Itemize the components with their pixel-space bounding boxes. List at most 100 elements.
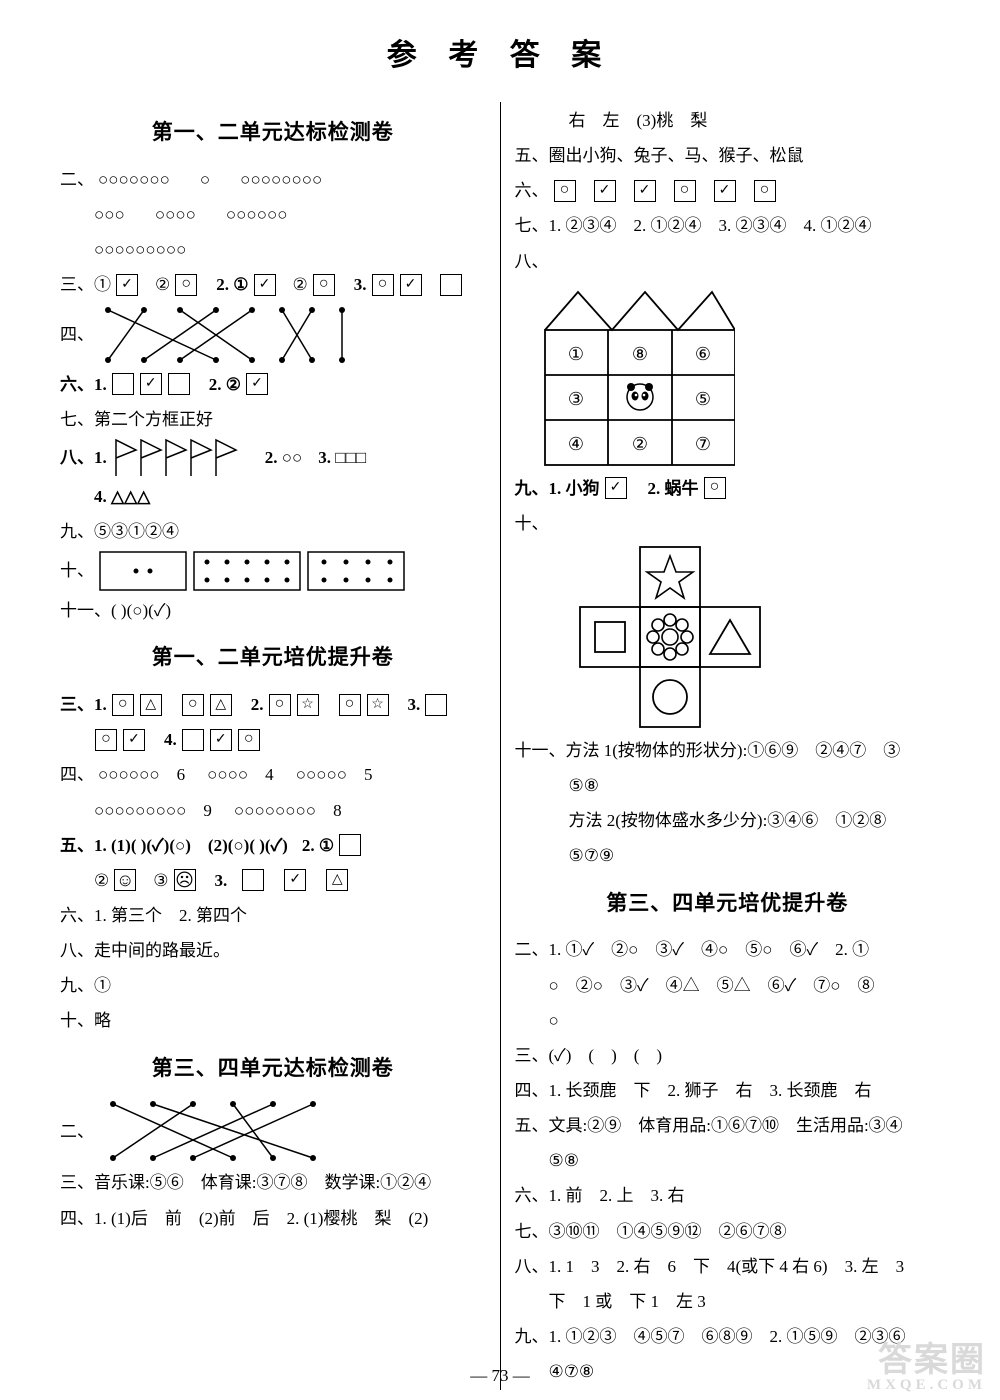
cell: ⑧ <box>631 344 647 364</box>
cell: ⑦ <box>694 434 710 454</box>
star-icon <box>647 556 693 598</box>
s4-q8-l2: 下 1 或 下 1 左 3 <box>515 1285 941 1318</box>
circles: ○○○○○○○ <box>98 163 170 196</box>
circles: ○ <box>200 163 210 196</box>
s2-q5-l1: 五、1. (1)( )(✓)(○) (2)(○)( )(✓) 2. ① <box>60 829 486 862</box>
r-q10-label: 十、 <box>515 507 941 540</box>
s3-q3: 三、音乐课:⑤⑥ 体育课:③⑦⑧ 数学课:①②④ <box>60 1166 486 1199</box>
section-1-title: 第一、二单元达标检测卷 <box>60 112 486 153</box>
circle-box-icon <box>674 180 696 202</box>
check-box-icon <box>714 180 736 202</box>
frown-box-icon <box>174 869 196 891</box>
r-q11-l1b: ⑤⑧ <box>515 769 941 802</box>
triangle-box-icon <box>210 694 232 716</box>
matching-diagram-3 <box>98 1098 328 1164</box>
s2-q8: 八、走中间的路最近。 <box>60 934 486 967</box>
s1-q2-line2: ○○○ ○○○○ ○○○○○○ <box>60 198 486 231</box>
circles: ○○○○○○○○ <box>240 163 322 196</box>
cell: ⑥ <box>694 344 710 364</box>
s4-q8-l1: 八、1. 1 3 2. 右 6 下 4(或下 4 右 6) 3. 左 3 <box>515 1250 941 1283</box>
circle-box-icon <box>339 694 361 716</box>
flower-icon <box>647 614 693 660</box>
s4-q2-l3: ○ <box>515 1004 941 1037</box>
s1-q3: 三、① ② 2. ① ② 3. <box>60 268 486 301</box>
triangle-box-icon <box>326 869 348 891</box>
cell: ⑤ <box>694 389 710 409</box>
triangle-box-icon <box>140 694 162 716</box>
s4-q5-l2: ⑤⑧ <box>515 1144 941 1177</box>
empty-box-icon <box>339 834 361 856</box>
check-box-icon <box>400 274 422 296</box>
s2-q9: 九、① <box>60 969 486 1002</box>
circle-box-icon <box>313 274 335 296</box>
s2-q4-l1: 四、 ○○○○○○ 6 ○○○○ 4 ○○○○○ 5 <box>60 758 486 791</box>
check-box-icon <box>594 180 616 202</box>
circle-box-icon <box>554 180 576 202</box>
section-2-title: 第一、二单元培优提升卷 <box>60 637 486 678</box>
check-box-icon <box>284 869 306 891</box>
s4-q3: 三、(✓) ( ) ( ) <box>515 1039 941 1072</box>
s4-q5-l1: 五、文具:②⑨ 体育用品:①⑥⑦⑩ 生活用品:③④ <box>515 1109 941 1142</box>
s2-q5-l2: ② ③ 3. <box>60 864 486 897</box>
r-q5: 五、圈出小狗、兔子、马、猴子、松鼠 <box>515 139 941 172</box>
s1-q7: 七、第二个方框正好 <box>60 403 486 436</box>
star-box-icon <box>297 694 319 716</box>
right-column: 右 左 (3)桃 梨 五、圈出小狗、兔子、马、猴子、松鼠 六、 七、1. ②③④… <box>500 102 941 1390</box>
s1-q8: 八、1. 2. ○○ 3. □□□ <box>60 438 486 478</box>
s2-q4-l2: ○○○○○○○○○ 9 ○○○○○○○○ 8 <box>60 794 486 827</box>
dots-box-3 <box>306 550 406 592</box>
r-q7: 七、1. ②③④ 2. ①②④ 3. ②③④ 4. ①②④ <box>515 209 941 242</box>
dots-box-2 <box>192 550 302 592</box>
s1-q6: 六、1. 2. ② <box>60 368 486 401</box>
circle-box-icon <box>95 729 117 751</box>
circle-box-icon <box>704 477 726 499</box>
check-box-icon <box>116 274 138 296</box>
circle-box-icon <box>112 694 134 716</box>
s4-q7: 七、③⑩⑪ ①④⑤⑨⑫ ②⑥⑦⑧ <box>515 1215 941 1248</box>
circle-box-icon <box>269 694 291 716</box>
watermark: 答案圈 MXQE.COM <box>867 1343 986 1394</box>
check-box-icon <box>210 729 232 751</box>
flags-icon <box>111 438 261 478</box>
circle-box-icon <box>238 729 260 751</box>
circles: ○○○○ <box>155 198 196 231</box>
circle-box-icon <box>372 274 394 296</box>
check-box-icon <box>123 729 145 751</box>
s1-q9: 九、⑤③①②④ <box>60 515 486 548</box>
cell: ③ <box>567 389 583 409</box>
page-title: 参 考 答 案 <box>60 30 940 74</box>
empty-box-icon <box>168 373 190 395</box>
s3-q2: 二、 <box>60 1098 486 1164</box>
check-box-icon <box>140 373 162 395</box>
circle-box-icon <box>175 274 197 296</box>
matching-diagram-2 <box>272 304 352 366</box>
s2-q3-l2: 4. <box>60 723 486 756</box>
star-box-icon <box>367 694 389 716</box>
s4-q2-l2: ○ ②○ ③✓ ④△ ⑤△ ⑥✓ ⑦○ ⑧ <box>515 969 941 1002</box>
check-box-icon <box>605 477 627 499</box>
circle-box-icon <box>182 694 204 716</box>
s4-q4: 四、1. 长颈鹿 下 2. 狮子 右 3. 长颈鹿 右 <box>515 1074 941 1107</box>
circles: ○○○ <box>94 198 125 231</box>
s1-q2-line1: 二、 ○○○○○○○ ○ ○○○○○○○○ <box>60 163 486 196</box>
dots-box-1 <box>98 550 188 592</box>
empty-box-icon <box>112 373 134 395</box>
empty-box-icon <box>242 869 264 891</box>
s1-q2-line3: ○○○○○○○○○ <box>60 233 486 266</box>
cross-diagram <box>515 542 941 732</box>
s1-q10: 十、 <box>60 550 486 592</box>
r-q8: 八、 <box>515 245 941 278</box>
s1-q11: 十一、( )(○)(✓) <box>60 594 486 627</box>
s2-q3-l1: 三、1. 2. 3. <box>60 688 486 721</box>
s4-q2-l1: 二、1. ①✓ ②○ ③✓ ④○ ⑤○ ⑥✓ 2. ① <box>515 933 941 966</box>
square-icon <box>595 622 625 652</box>
triangle-icon <box>710 620 750 654</box>
r-q9: 九、1. 小狗 2. 蜗牛 <box>515 472 941 505</box>
r-line1: 右 左 (3)桃 梨 <box>515 104 941 137</box>
left-column: 第一、二单元达标检测卷 二、 ○○○○○○○ ○ ○○○○○○○○ ○○○ ○○… <box>60 102 500 1390</box>
r-q11-l1: 十一、方法 1(按物体的形状分):①⑥⑨ ②④⑦ ③ <box>515 734 941 767</box>
circle-icon <box>653 680 687 714</box>
section-3-title: 第三、四单元达标检测卷 <box>60 1048 486 1089</box>
s2-q6: 六、1. 第三个 2. 第四个 <box>60 899 486 932</box>
cell: ① <box>567 344 583 364</box>
